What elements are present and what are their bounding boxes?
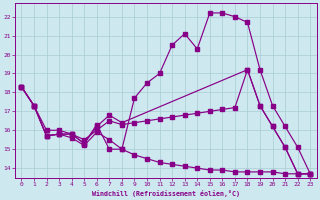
X-axis label: Windchill (Refroidissement éolien,°C): Windchill (Refroidissement éolien,°C) [92,190,240,197]
